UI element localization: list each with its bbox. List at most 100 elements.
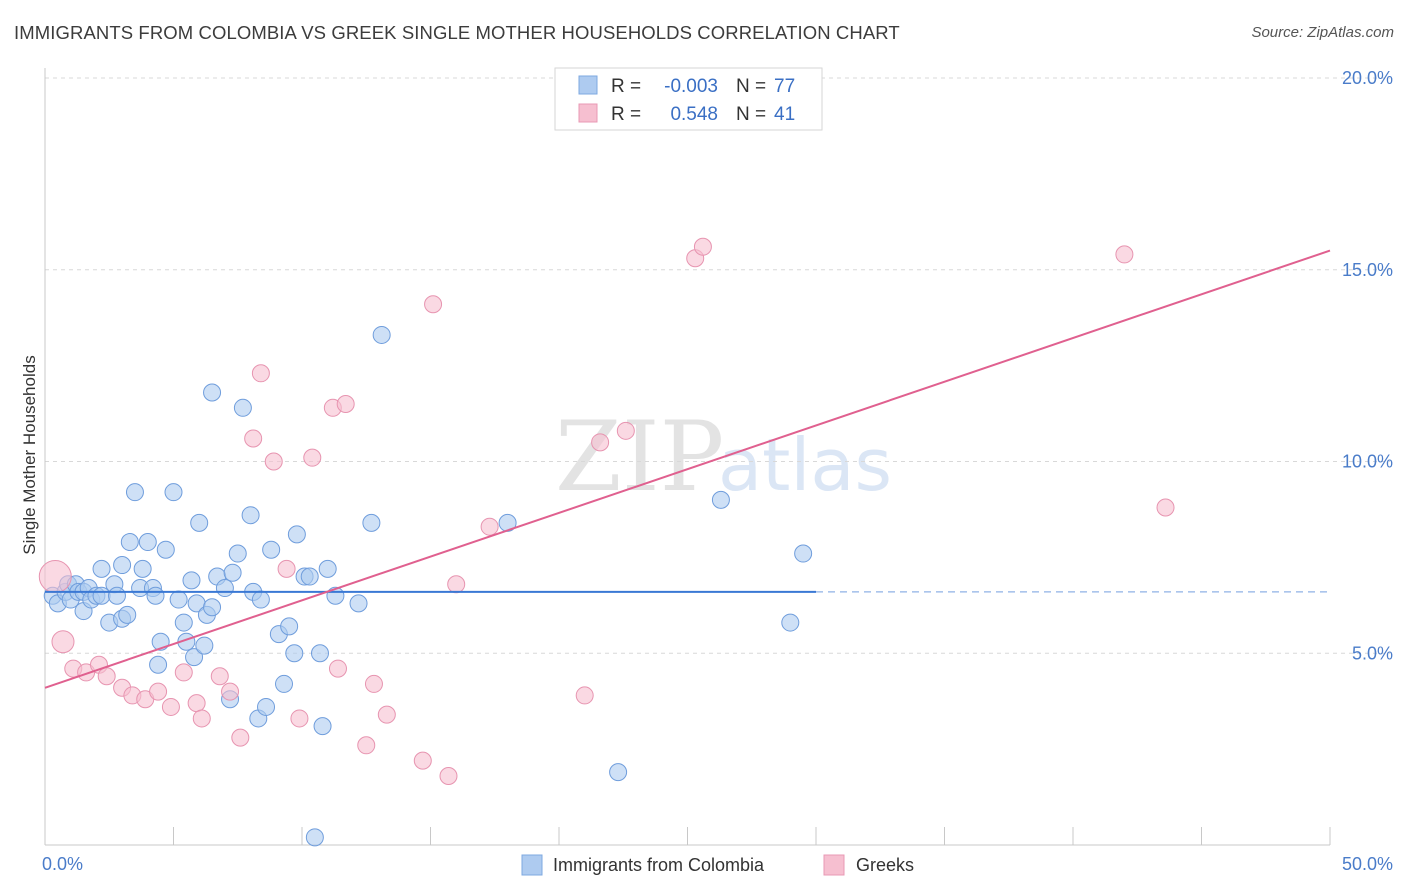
point-greeks bbox=[192, 709, 211, 728]
series-legend-label-blue: Immigrants from Colombia bbox=[553, 855, 765, 875]
point-colombia bbox=[233, 398, 252, 417]
point-greeks bbox=[290, 709, 309, 728]
point-colombia bbox=[711, 490, 730, 509]
point-greeks bbox=[693, 237, 712, 256]
y-tick-label: 5.0% bbox=[1352, 643, 1393, 663]
series-legend: Immigrants from Colombia Greeks bbox=[521, 854, 914, 876]
trend-line-greeks bbox=[44, 249, 1331, 689]
series-legend-swatch-pink bbox=[823, 854, 845, 876]
point-greeks bbox=[231, 728, 250, 747]
point-colombia bbox=[185, 648, 204, 667]
x-tick-label: 50.0% bbox=[1342, 854, 1393, 874]
point-colombia bbox=[372, 325, 391, 344]
point-greeks bbox=[38, 560, 72, 594]
point-greeks bbox=[439, 766, 458, 785]
point-greeks bbox=[1115, 245, 1134, 264]
chart-title: IMMIGRANTS FROM COLOMBIA VS GREEK SINGLE… bbox=[14, 22, 900, 43]
point-colombia bbox=[118, 605, 137, 624]
point-greeks bbox=[480, 517, 499, 536]
point-colombia bbox=[300, 567, 319, 586]
y-tick-label: 10.0% bbox=[1342, 452, 1393, 472]
point-colombia bbox=[156, 540, 175, 559]
point-colombia bbox=[182, 571, 201, 590]
point-greeks bbox=[264, 452, 283, 471]
point-colombia bbox=[215, 579, 234, 598]
point-colombia bbox=[349, 594, 368, 613]
point-colombia bbox=[107, 586, 126, 605]
point-colombia bbox=[174, 613, 193, 632]
series-greeks-points bbox=[38, 237, 1175, 785]
point-greeks bbox=[413, 751, 432, 770]
point-colombia bbox=[223, 563, 242, 582]
point-colombia bbox=[285, 644, 304, 663]
point-colombia bbox=[609, 763, 628, 782]
point-colombia bbox=[146, 586, 165, 605]
point-greeks bbox=[357, 736, 376, 755]
point-colombia bbox=[310, 644, 329, 663]
point-colombia bbox=[318, 559, 337, 578]
point-greeks bbox=[1156, 498, 1175, 517]
point-colombia bbox=[92, 559, 111, 578]
point-greeks bbox=[575, 686, 594, 705]
legend-r-label-blue: R = bbox=[611, 76, 641, 97]
point-colombia bbox=[228, 544, 247, 563]
point-colombia bbox=[169, 590, 188, 609]
point-colombia bbox=[203, 598, 222, 617]
point-colombia bbox=[125, 483, 144, 502]
watermark: ZIP atlas bbox=[555, 401, 892, 513]
trend-lines bbox=[44, 249, 1331, 689]
point-colombia bbox=[257, 697, 276, 716]
point-greeks bbox=[251, 364, 270, 383]
point-greeks bbox=[336, 394, 355, 413]
point-greeks bbox=[221, 682, 240, 701]
point-greeks bbox=[244, 429, 263, 448]
legend-frame bbox=[554, 67, 823, 131]
x-tick-label: 0.0% bbox=[42, 854, 83, 874]
y-axis-title: Single Mother Households bbox=[20, 355, 39, 554]
point-colombia bbox=[794, 544, 813, 563]
point-colombia bbox=[120, 533, 139, 552]
point-greeks bbox=[97, 667, 116, 686]
legend-swatch-pink bbox=[578, 103, 598, 123]
point-greeks bbox=[187, 694, 206, 713]
y-tick-label: 20.0% bbox=[1342, 68, 1393, 88]
point-colombia bbox=[190, 513, 209, 532]
point-greeks bbox=[161, 697, 180, 716]
legend-n-label-blue: N = bbox=[736, 76, 766, 97]
watermark-zip: ZIP bbox=[555, 401, 724, 513]
series-legend-label-pink: Greeks bbox=[856, 855, 914, 875]
point-greeks bbox=[51, 630, 75, 654]
point-colombia bbox=[287, 525, 306, 544]
point-colombia bbox=[133, 559, 152, 578]
point-colombia bbox=[164, 483, 183, 502]
legend-n-value-pink: 41 bbox=[774, 104, 795, 125]
point-greeks bbox=[210, 667, 229, 686]
watermark-atlas: atlas bbox=[718, 423, 892, 507]
legend-r-value-pink: 0.548 bbox=[670, 104, 718, 125]
legend-swatch-blue bbox=[578, 75, 598, 95]
point-colombia bbox=[275, 674, 294, 693]
series-legend-swatch-blue bbox=[521, 854, 543, 876]
point-greeks bbox=[303, 448, 322, 467]
point-colombia bbox=[781, 613, 800, 632]
source-label: Source: ZipAtlas.com bbox=[1251, 24, 1394, 41]
point-colombia bbox=[138, 533, 157, 552]
point-greeks bbox=[591, 433, 610, 452]
legend-r-value-blue: -0.003 bbox=[664, 76, 718, 97]
point-colombia bbox=[313, 717, 332, 736]
point-colombia bbox=[113, 556, 132, 575]
point-colombia bbox=[251, 590, 270, 609]
point-greeks bbox=[277, 559, 296, 578]
x-axis-ticks bbox=[44, 827, 1331, 845]
point-colombia bbox=[262, 540, 281, 559]
point-greeks bbox=[616, 421, 635, 440]
point-colombia bbox=[362, 513, 381, 532]
correlation-legend: R = -0.003 N = 77 R = 0.548 N = 41 bbox=[554, 67, 823, 131]
y-axis-tick-labels: 5.0% 10.0% 15.0% 20.0% bbox=[1342, 68, 1393, 663]
point-greeks bbox=[149, 682, 168, 701]
point-colombia bbox=[149, 655, 168, 674]
point-greeks bbox=[424, 295, 443, 314]
grid-lines bbox=[45, 77, 1390, 654]
point-greeks bbox=[377, 705, 396, 724]
